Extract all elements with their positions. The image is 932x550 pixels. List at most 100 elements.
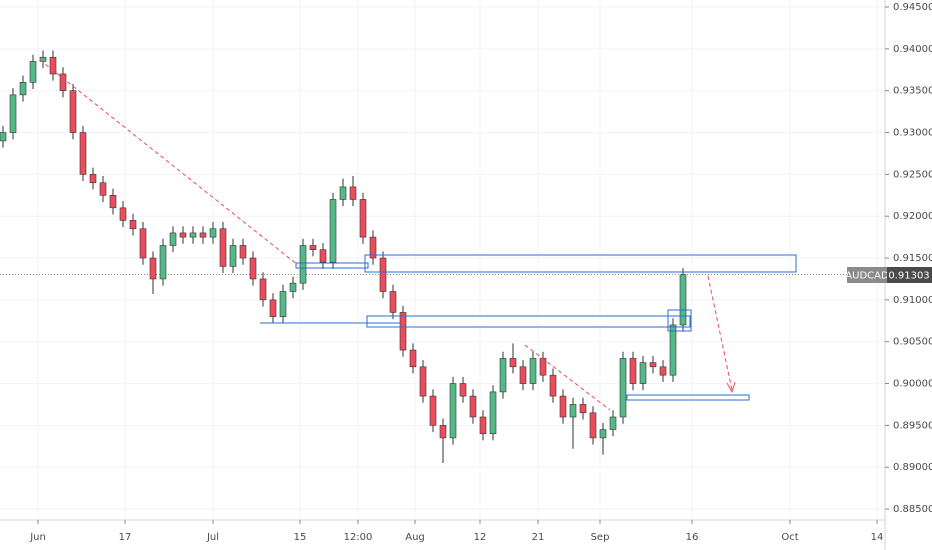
candle-body xyxy=(169,232,177,246)
candle-body xyxy=(349,186,357,200)
y-tick-label: 0.90500 xyxy=(893,337,932,348)
candle-body xyxy=(19,82,27,96)
candle-body xyxy=(199,232,207,238)
candle-body xyxy=(219,228,227,267)
drawings xyxy=(39,59,797,411)
candle-body xyxy=(49,56,57,75)
candle-body xyxy=(179,232,187,238)
candle-body xyxy=(99,182,107,196)
candle-body xyxy=(549,374,557,397)
x-tick-label: Jun xyxy=(29,532,46,543)
candles xyxy=(0,50,687,464)
candle-body xyxy=(29,61,37,83)
candle-body xyxy=(629,358,637,384)
candle-body xyxy=(439,425,447,439)
candle-body xyxy=(139,228,147,259)
zone xyxy=(667,309,692,332)
candle-body xyxy=(259,278,267,301)
x-tick-label: Oct xyxy=(781,532,798,543)
candle-body xyxy=(289,282,297,292)
candle-body xyxy=(59,73,67,91)
candle-body xyxy=(489,391,497,435)
symbol-label: AUDCAD xyxy=(845,271,889,282)
y-tick-label: 0.93500 xyxy=(893,86,932,97)
y-tick-label: 0.90000 xyxy=(893,379,932,390)
candle-body xyxy=(269,299,277,317)
candle-body xyxy=(519,366,527,384)
x-tick-label: 12:00 xyxy=(344,532,373,543)
price-badge xyxy=(887,267,932,283)
arrow-head xyxy=(726,381,736,394)
candle-body xyxy=(599,429,607,439)
x-tick-label: 15 xyxy=(294,532,307,543)
y-tick-label: 0.94500 xyxy=(893,2,932,13)
candle-body xyxy=(389,291,397,313)
x-tick-label: 16 xyxy=(686,532,699,543)
candle-body xyxy=(209,228,217,238)
candle-body xyxy=(339,186,347,200)
candle-body xyxy=(679,274,687,326)
candle-body xyxy=(299,245,307,284)
candle-body xyxy=(539,358,547,376)
candle-body xyxy=(619,358,627,418)
candle-body xyxy=(589,412,597,439)
candle-body xyxy=(499,358,507,393)
candle-body xyxy=(249,257,257,280)
x-tick-label: 12 xyxy=(474,532,487,543)
candle-body xyxy=(189,232,197,238)
x-tick-label: Jul xyxy=(206,532,219,543)
y-tick-label: 0.89000 xyxy=(893,462,932,473)
candle-body xyxy=(0,132,7,142)
candle-body xyxy=(129,220,137,230)
candle-body xyxy=(369,236,377,259)
candle-body xyxy=(319,249,327,263)
candle-body xyxy=(579,404,587,414)
candle-body xyxy=(309,245,317,250)
y-tick-label: 0.91000 xyxy=(893,295,932,306)
candle-body xyxy=(79,132,87,175)
zone xyxy=(626,394,750,401)
candle-body xyxy=(529,358,537,384)
symbol-badge xyxy=(847,267,887,283)
x-tick-label: 21 xyxy=(532,532,545,543)
candle-body xyxy=(109,194,117,209)
candle-body xyxy=(649,362,657,368)
candle-body xyxy=(609,416,617,430)
candle-body xyxy=(429,395,437,426)
candle-body xyxy=(89,174,97,184)
candle-body xyxy=(39,56,47,62)
candle-body xyxy=(229,245,237,267)
candle-body xyxy=(669,324,677,376)
candle-body xyxy=(69,90,77,133)
x-tick-label: 17 xyxy=(119,532,132,543)
y-tick-label: 0.89500 xyxy=(893,420,932,431)
candle-body xyxy=(9,94,17,133)
y-tick-label: 0.93000 xyxy=(893,128,932,139)
candle-body xyxy=(639,362,647,384)
candle-body xyxy=(449,383,457,439)
trend-line xyxy=(524,344,611,411)
forecast-arrow xyxy=(707,275,733,391)
candle-body xyxy=(279,291,287,317)
candle-body xyxy=(159,245,167,280)
price-label: 0.91303 xyxy=(888,271,929,282)
candle-body xyxy=(239,245,247,259)
y-tick-label: 0.88500 xyxy=(893,504,932,515)
candle-body xyxy=(379,257,387,292)
candle-body xyxy=(149,257,157,280)
candle-body xyxy=(469,395,477,418)
candle-body xyxy=(419,366,427,397)
candle-body xyxy=(409,349,417,368)
last-price: AUDCAD 0.91303 xyxy=(845,267,932,283)
candle-body xyxy=(329,199,337,263)
zone xyxy=(364,254,797,273)
y-tick-label: 0.91500 xyxy=(893,253,932,264)
candle-body xyxy=(459,383,467,397)
trend-line xyxy=(39,59,299,266)
y-tick-label: 0.94000 xyxy=(893,44,932,55)
candle-body xyxy=(359,199,367,238)
x-tick-label: 14 xyxy=(871,532,884,543)
candle-body xyxy=(399,312,407,351)
